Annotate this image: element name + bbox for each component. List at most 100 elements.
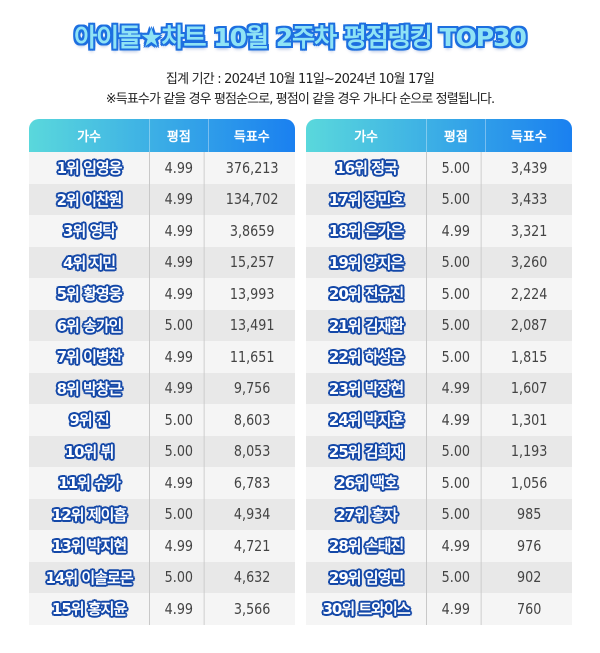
score-cell: 4.99 [154,246,205,278]
table-row: 11위 슈가 4.99 6,783 [29,467,295,499]
singer-rank-name: 19위 양지은 [306,246,428,278]
singer-rank-name: 29위 임영민 [306,561,428,593]
table-row: 25위 김희재 5.00 1,193 [306,435,572,467]
votes-cell: 13,491 [229,316,275,335]
table-row: 7위 이병찬 4.99 11,651 [29,341,295,373]
votes-cell: 2,087 [510,316,548,335]
header-votes: 득표수 [233,130,270,145]
singer-rank-name: 24위 박지훈 [306,404,428,436]
votes-cell: 8,603 [233,410,271,429]
score-cell: 5.00 [431,467,482,499]
score-cell: 4.99 [154,593,205,625]
table-row: 24위 박지훈 4.99 1,301 [306,404,572,436]
table-row: 16위 정국 5.00 3,439 [306,152,572,184]
table-row: 20위 전유진 5.00 2,224 [306,278,572,310]
votes-cell: 985 [516,505,541,524]
table-header: 가수 평점 득표수 [29,119,295,152]
votes-cell: 3,321 [510,221,548,240]
table-row: 19위 양지은 5.00 3,260 [306,246,572,278]
singer-rank-name: 4위 지민 [29,246,151,278]
singer-rank-name: 23위 박장현 [306,372,428,404]
page-title: 아이돌★차트 10월 2주차 평점랭킹 TOP30 [74,23,527,52]
aggregation-period: 집계 기간 : 2024년 10월 11일~2024년 10월 17일 [165,72,435,87]
table-row: 4위 지민 4.99 15,257 [29,246,295,278]
singer-rank-name: 27위 홍자 [306,498,428,530]
singer-rank-name: 13위 박지현 [29,530,151,562]
votes-cell: 6,783 [233,473,271,492]
votes-cell: 1,301 [510,410,548,429]
table-row: 26위 백호 5.00 1,056 [306,467,572,499]
table-row: 1위 임영웅 4.99 376,213 [29,152,295,184]
votes-cell: 4,632 [233,568,271,587]
singer-rank-name: 26위 백호 [306,467,428,499]
table-row: 28위 손태진 4.99 976 [306,530,572,562]
singer-rank-name: 7위 이병찬 [29,341,151,373]
score-cell: 5.00 [431,498,482,530]
table-row: 3위 영탁 4.99 3,8659 [29,215,295,247]
table-row: 30위 트와이스 4.99 760 [306,593,572,625]
table-header: 가수 평점 득표수 [306,119,572,152]
score-cell: 5.00 [154,404,205,436]
table-row: 21위 김재환 5.00 2,087 [306,309,572,341]
table-body: 16위 정국 5.00 3,439 17위 장민호 5.00 3,433 18위 은가은 4.… [306,152,572,625]
score-cell: 5.00 [431,183,482,215]
singer-rank-name: 11위 슈가 [29,467,151,499]
score-cell: 5.00 [154,435,205,467]
singer-rank-name: 5위 황영웅 [29,278,151,310]
header-singer: 가수 [306,119,428,152]
table-row: 15위 홍지윤 4.99 3,566 [29,593,295,625]
singer-rank-name: 22위 하성운 [306,341,428,373]
table-row: 18위 은가은 4.99 3,321 [306,215,572,247]
votes-cell: 8,053 [233,442,271,461]
singer-rank-name: 20위 전유진 [306,278,428,310]
table-row: 8위 박창근 4.99 9,756 [29,372,295,404]
votes-cell: 9,756 [233,379,271,398]
score-cell: 5.00 [431,152,482,184]
sorting-note: ※득표수가 같을 경우 평점순으로, 평점이 같을 경우 가나다 순으로 정렬됩… [105,92,495,107]
votes-cell: 1,193 [510,442,548,461]
table-row: 13위 박지현 4.99 4,721 [29,530,295,562]
table-row: 6위 송가인 5.00 13,491 [29,309,295,341]
table-row: 22위 하성운 5.00 1,815 [306,341,572,373]
singer-rank-name: 1위 임영웅 [29,152,151,184]
header-votes: 득표수 [510,130,547,145]
header-singer: 가수 [29,119,151,152]
votes-cell: 15,257 [229,253,275,272]
singer-rank-name: 10위 뷔 [29,435,151,467]
table-row: 23위 박장현 4.99 1,607 [306,372,572,404]
table-row: 14위 이솔로몬 5.00 4,632 [29,561,295,593]
table-row: 27위 홍자 5.00 985 [306,498,572,530]
table-row: 29위 임영민 5.00 902 [306,561,572,593]
singer-rank-name: 2위 이찬원 [29,183,151,215]
votes-cell: 760 [516,599,541,618]
votes-cell: 13,993 [229,284,275,303]
score-cell: 5.00 [154,309,205,341]
votes-cell: 1,056 [510,473,548,492]
table-row: 12위 제이홉 5.00 4,934 [29,498,295,530]
score-cell: 4.99 [154,467,205,499]
score-cell: 5.00 [154,561,205,593]
score-cell: 4.99 [154,341,205,373]
votes-cell: 1,607 [510,379,548,398]
singer-rank-name: 8위 박창근 [29,372,151,404]
singer-rank-name: 17위 장민호 [306,183,428,215]
ranking-table-left: 가수 평점 득표수 1위 임영웅 4.99 376,213 2위 이찬원 4.99 134… [29,119,295,625]
score-cell: 4.99 [154,152,205,184]
votes-cell: 376,213 [225,158,279,177]
votes-cell: 3,433 [510,190,548,209]
score-cell: 4.99 [431,593,482,625]
score-cell: 4.99 [154,278,205,310]
score-cell: 5.00 [431,278,482,310]
singer-rank-name: 21위 김재환 [306,309,428,341]
score-cell: 5.00 [431,561,482,593]
votes-cell: 11,651 [229,347,275,366]
score-cell: 5.00 [431,341,482,373]
votes-cell: 2,224 [510,284,548,303]
votes-cell: 902 [516,568,541,587]
singer-rank-name: 30위 트와이스 [306,593,428,625]
header-score: 평점 [427,119,486,152]
votes-cell: 1,815 [510,347,548,366]
score-cell: 4.99 [431,404,482,436]
table-row: 10위 뷔 5.00 8,053 [29,435,295,467]
singer-rank-name: 16위 정국 [306,152,428,184]
